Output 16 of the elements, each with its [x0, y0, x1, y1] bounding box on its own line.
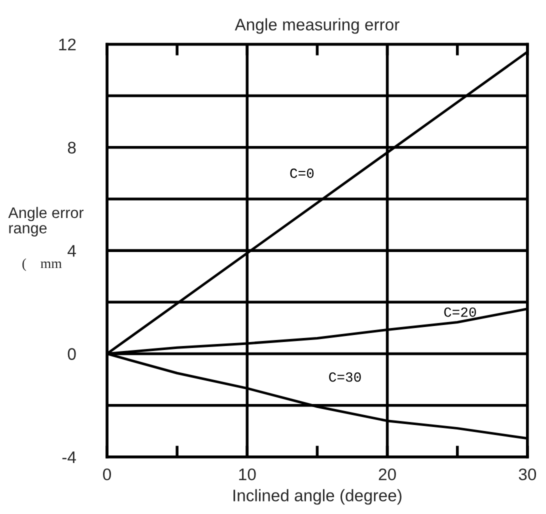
y-tick-label: 4	[68, 245, 76, 257]
y-tick-label: 12	[59, 38, 76, 50]
series-label: C=20	[444, 307, 476, 317]
series-label: C=0	[290, 168, 314, 178]
chart-title: Angle measuring error	[234, 18, 400, 34]
x-tick-label: 20	[378, 468, 396, 480]
y-tick-label: 0	[68, 348, 76, 360]
x-tick-label: 30	[518, 468, 536, 480]
x-tick-label: 10	[239, 468, 256, 480]
y-tick-label: -4	[62, 452, 76, 463]
y-tick-label: 8	[68, 142, 76, 154]
y-axis-title: Angle error range	[8, 206, 84, 236]
text: ( mm	[22, 258, 62, 272]
x-tick-label: 0	[103, 468, 111, 480]
series-label: C=30	[329, 372, 361, 382]
x-axis-title: Inclined angle (degree)	[234, 489, 402, 505]
